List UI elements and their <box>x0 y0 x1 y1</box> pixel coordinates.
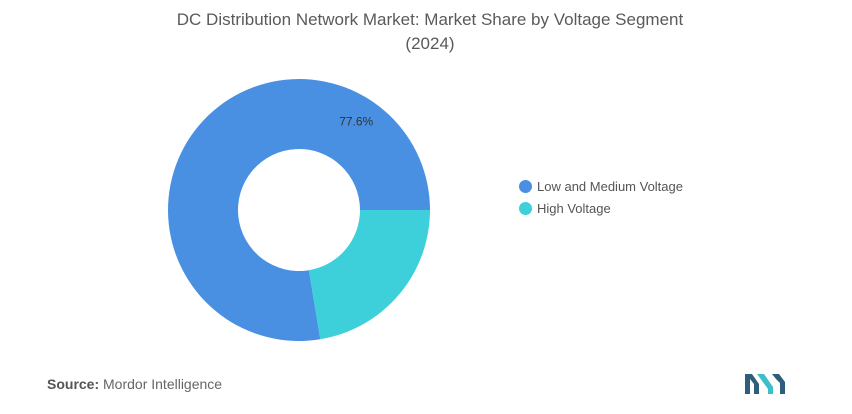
source-name: Mordor Intelligence <box>103 376 223 392</box>
legend-item-high-voltage[interactable]: High Voltage <box>519 197 683 219</box>
legend-item-low-medium-voltage[interactable]: Low and Medium Voltage <box>519 175 683 197</box>
legend-label-low-medium-voltage: Low and Medium Voltage <box>537 178 683 194</box>
chart-title-line2: (2024) <box>405 34 455 53</box>
chart-legend: Low and Medium Voltage High Voltage <box>519 175 683 219</box>
data-label-1: 77.6% <box>339 115 373 129</box>
logo-mark-right <box>772 374 785 394</box>
source-label: Source: <box>47 376 100 392</box>
logo-mark-left <box>745 374 759 394</box>
legend-swatch-low-medium-voltage <box>519 179 532 193</box>
legend-swatch-high-voltage <box>519 201 532 215</box>
legend-label-high-voltage: High Voltage <box>537 200 611 216</box>
mordor-intelligence-logo <box>745 374 785 394</box>
donut-slice-2[interactable] <box>308 210 430 340</box>
source-note: Source: Mordor Intelligence <box>47 376 222 392</box>
chart-title-line1: DC Distribution Network Market: Market S… <box>176 10 684 29</box>
donut-slice-1[interactable] <box>168 79 430 341</box>
chart-title: DC Distribution Network Market: Market S… <box>60 8 800 56</box>
logo-mark-middle <box>757 374 773 394</box>
